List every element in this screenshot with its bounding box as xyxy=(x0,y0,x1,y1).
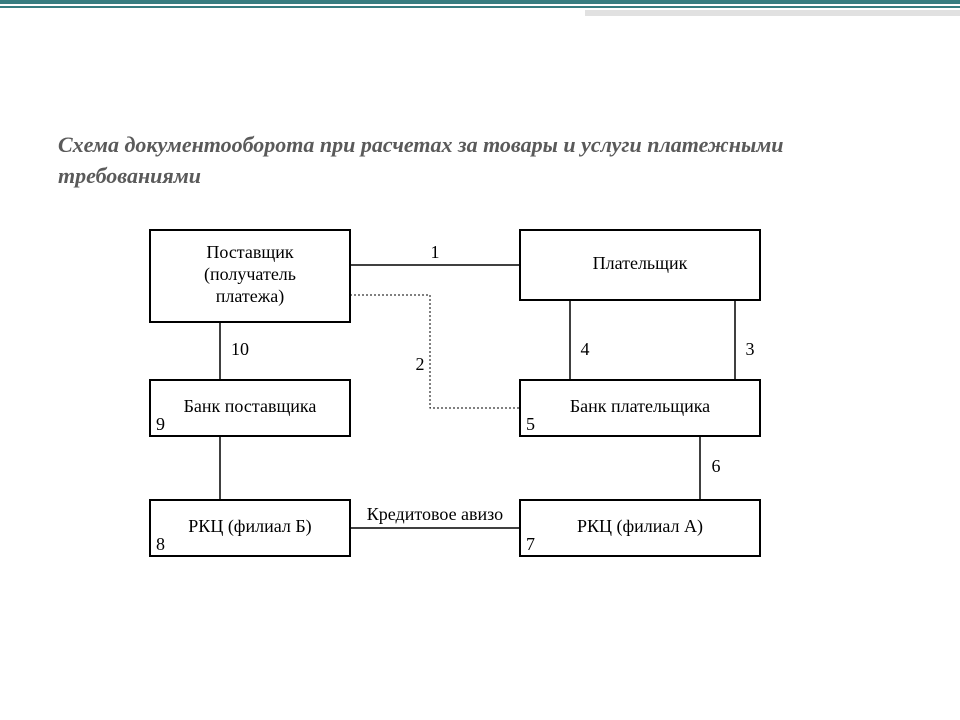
flow-diagram: 1 2 10 4 3 6 Кредитовое авизо Поставщик(получат… xyxy=(120,220,820,580)
node-num-bank_sup: 9 xyxy=(156,414,165,434)
top-shadow xyxy=(585,10,960,16)
node-label-payer-0: Плательщик xyxy=(593,253,688,273)
edge-e2 xyxy=(350,295,520,408)
edge-label-e6: 6 xyxy=(712,456,721,476)
node-num-rkc_a: 7 xyxy=(526,534,535,554)
node-label-rkc_b-0: РКЦ (филиал Б) xyxy=(188,516,311,537)
top-line-1 xyxy=(0,0,960,4)
node-num-bank_pay: 5 xyxy=(526,414,535,434)
edge-label-e7: Кредитовое авизо xyxy=(367,504,503,524)
node-label-rkc_a-0: РКЦ (филиал А) xyxy=(577,516,703,537)
edge-label-e4: 4 xyxy=(581,339,590,359)
node-num-rkc_b: 8 xyxy=(156,534,165,554)
edge-label-e3: 3 xyxy=(746,339,755,359)
node-label-supplier-0: Поставщик xyxy=(206,242,294,262)
edge-label-e1: 1 xyxy=(431,242,440,262)
top-decor-bar xyxy=(0,0,960,30)
node-label-bank_sup-0: Банк поставщика xyxy=(184,396,317,416)
node-label-supplier-2: платежа) xyxy=(216,286,284,307)
page-title: Схема документооборота при расчетах за т… xyxy=(58,130,858,192)
top-line-2 xyxy=(0,6,960,8)
edge-label-e10: 10 xyxy=(231,339,249,359)
node-label-bank_pay-0: Банк плательщика xyxy=(570,396,710,416)
edge-label-e2: 2 xyxy=(416,354,425,374)
node-label-supplier-1: (получатель xyxy=(204,264,296,285)
